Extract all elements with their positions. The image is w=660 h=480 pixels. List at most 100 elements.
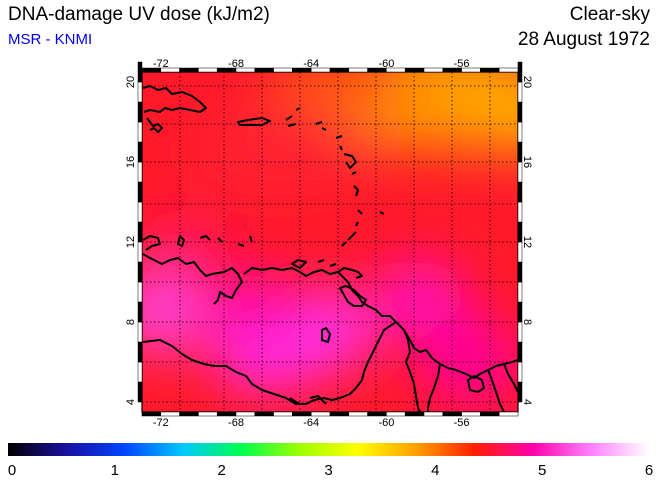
dose-low-region	[270, 72, 410, 115]
coastlines	[142, 85, 518, 412]
border-segment	[404, 67, 425, 73]
colorbar	[8, 443, 649, 456]
border-segment	[348, 67, 368, 73]
border-segment	[517, 61, 523, 83]
border-segment	[137, 161, 143, 183]
lat-tick-label: 4	[125, 399, 137, 405]
border-segment	[198, 67, 218, 73]
source-credit: MSR - KNMI	[8, 31, 93, 48]
graticule	[142, 72, 518, 412]
map-border	[137, 61, 523, 417]
border-segment	[517, 261, 523, 283]
border-segment	[179, 411, 199, 417]
border-segment	[442, 411, 462, 417]
border-segment	[137, 181, 143, 203]
border-segment	[137, 361, 143, 383]
border-segment	[254, 411, 274, 417]
lat-tick-label: 8	[125, 319, 137, 325]
border-segment	[137, 121, 143, 143]
lon-tick-labels-bottom: -72 -68 -64 -60 -56	[153, 417, 470, 429]
lat-tick-label: 16	[521, 156, 533, 168]
lon-tick-label: -68	[228, 58, 244, 70]
border-segment	[273, 411, 293, 417]
lon-tick-label: -60	[378, 58, 394, 70]
lon-tick-labels-top: -72 -68 -64 -60 -56	[153, 58, 470, 70]
dose-high-region	[285, 290, 375, 370]
border-segment	[329, 411, 350, 417]
dose-high-region	[142, 265, 200, 355]
border-segment	[137, 301, 143, 323]
colorbar-tick-label: 4	[431, 462, 439, 479]
dose-field	[142, 72, 518, 412]
border-segment	[329, 67, 350, 73]
border-segment	[137, 101, 143, 123]
border-segment	[137, 141, 143, 163]
colorbar-tick-labels: 0 1 2 3 4 5 6	[8, 462, 653, 479]
lon-tick-label: -56	[454, 417, 470, 429]
border-segment	[137, 201, 143, 223]
colorbar-tick-label: 3	[324, 462, 332, 479]
border-segment	[137, 321, 143, 343]
border-segment	[137, 381, 143, 403]
lat-tick-label: 12	[521, 236, 533, 248]
border-segment	[179, 67, 199, 73]
lat-tick-label: 20	[125, 76, 137, 88]
border-segment	[216, 411, 237, 417]
border-segment	[348, 411, 368, 417]
lon-tick-label: -72	[153, 58, 169, 70]
dose-mid-region	[190, 110, 370, 190]
border-segment	[386, 411, 406, 417]
border-segment	[480, 67, 500, 73]
border-segment	[498, 411, 519, 417]
lat-tick-labels-right: 4 8 12 16 20	[521, 76, 533, 405]
border-segment	[480, 411, 500, 417]
border-segment	[137, 61, 143, 83]
border-segment	[160, 411, 180, 417]
border-segment	[137, 281, 143, 303]
dose-low-region	[460, 72, 518, 155]
border-segment	[254, 67, 274, 73]
border-segment	[517, 361, 523, 383]
border-segment	[423, 67, 444, 73]
border-segment	[137, 221, 143, 243]
border-segment	[310, 411, 331, 417]
map-date: 28 August 1972	[517, 29, 650, 50]
lat-tick-labels-left: 4 8 12 16 20	[125, 76, 137, 405]
lat-tick-label: 8	[521, 319, 533, 325]
border-segment	[141, 411, 162, 417]
border-segment	[423, 411, 444, 417]
colorbar-tick-label: 5	[538, 462, 546, 479]
border-segment	[235, 411, 256, 417]
border-segment	[517, 341, 523, 363]
sky-condition-label: Clear-sky	[569, 4, 650, 25]
border-segment	[137, 341, 143, 363]
border-segment	[461, 411, 481, 417]
colorbar-tick-label: 6	[645, 462, 653, 479]
border-segment	[292, 411, 312, 417]
border-segment	[517, 101, 523, 123]
lon-tick-label: -64	[303, 58, 319, 70]
border-segment	[198, 411, 218, 417]
dose-high-region	[375, 260, 465, 340]
lat-tick-label: 20	[521, 76, 533, 88]
dose-high-region	[195, 275, 305, 345]
border-segment	[517, 281, 523, 303]
lon-tick-label: -72	[153, 417, 169, 429]
lat-tick-label: 4	[521, 399, 533, 405]
colorbar-tick-label: 1	[111, 462, 119, 479]
border-segment	[404, 411, 425, 417]
lon-tick-label: -68	[228, 417, 244, 429]
colorbar-tick-label: 0	[8, 462, 16, 479]
border-segment	[367, 411, 387, 417]
border-segment	[517, 121, 523, 143]
lon-tick-label: -60	[378, 417, 394, 429]
border-segment	[498, 67, 519, 73]
lat-tick-label: 16	[125, 156, 137, 168]
colorbar-tick-label: 2	[217, 462, 225, 479]
lat-tick-label: 12	[125, 236, 137, 248]
border-segment	[517, 181, 523, 203]
border-segment	[137, 261, 143, 283]
map-title: DNA-damage UV dose (kJ/m2)	[8, 4, 270, 25]
border-segment	[137, 81, 143, 103]
